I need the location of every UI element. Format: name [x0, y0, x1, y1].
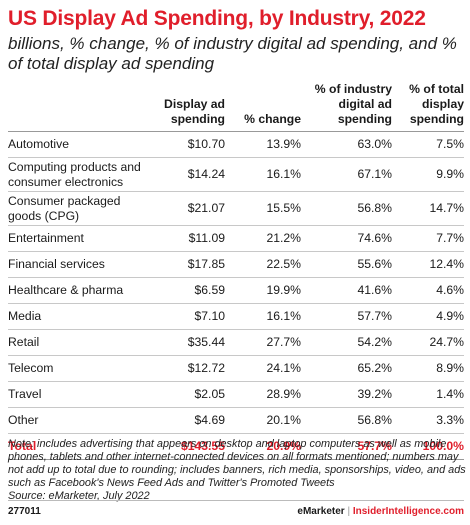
cell-total-share: 7.7%: [392, 225, 464, 252]
total-cell-spending: $143.55: [153, 433, 225, 460]
total-cell-total-share: 100.0%: [392, 433, 464, 460]
footnote: Note: includes advertising that appears …: [8, 438, 466, 503]
cell-total-share: 9.9%: [392, 157, 464, 192]
table-row: Retail $35.44 27.7% 54.2% 24.7%: [8, 329, 464, 356]
brand-emarketer: eMarketer: [297, 506, 345, 517]
cell-total-share: 4.6%: [392, 277, 464, 304]
cell-spending: $7.10: [153, 303, 225, 330]
cell-industry: Computing products and consumer electron…: [8, 157, 153, 192]
cell-total-share: 4.9%: [392, 303, 464, 330]
cell-spending: $12.72: [153, 355, 225, 382]
cell-industry: Telecom: [8, 355, 153, 382]
cell-spending: $6.59: [153, 277, 225, 304]
cell-industry: Retail: [8, 329, 153, 356]
cell-industry: Entertainment: [8, 225, 153, 252]
table-row: Computing products and consumer electron…: [8, 157, 464, 192]
cell-industry: Consumer packaged goods (CPG): [8, 191, 153, 226]
cell-industry-share: 65.2%: [301, 355, 392, 382]
cell-industry-share: 39.2%: [301, 381, 392, 408]
cell-spending: $35.44: [153, 329, 225, 356]
total-cell-industry: Total: [8, 433, 153, 460]
cell-industry-share: 54.2%: [301, 329, 392, 356]
total-cell-change: 20.9%: [225, 433, 301, 460]
table-row: Telecom $12.72 24.1% 65.2% 8.9%: [8, 355, 464, 382]
cell-total-share: 1.4%: [392, 381, 464, 408]
data-table: Display ad spending % change % of indust…: [8, 82, 464, 460]
cell-industry-share: 67.1%: [301, 157, 392, 192]
cell-industry-share: 56.8%: [301, 191, 392, 226]
cell-spending: $17.85: [153, 251, 225, 278]
cell-total-share: 12.4%: [392, 251, 464, 278]
cell-change: 28.9%: [225, 381, 301, 408]
chart-title: US Display Ad Spending, by Industry, 202…: [8, 7, 426, 30]
cell-change: 16.1%: [225, 157, 301, 192]
cell-industry: Financial services: [8, 251, 153, 278]
table-row: Media $7.10 16.1% 57.7% 4.9%: [8, 303, 464, 330]
cell-change: 21.2%: [225, 225, 301, 252]
cell-total-share: 7.5%: [392, 131, 464, 158]
cell-industry: Travel: [8, 381, 153, 408]
cell-industry: Media: [8, 303, 153, 330]
column-header-total-share: % of total display spending: [392, 82, 464, 132]
column-header-industry: [8, 82, 153, 132]
cell-total-share: 14.7%: [392, 191, 464, 226]
table-row: Travel $2.05 28.9% 39.2% 1.4%: [8, 381, 464, 408]
cell-industry: Healthcare & pharma: [8, 277, 153, 304]
cell-change: 19.9%: [225, 277, 301, 304]
cell-total-share: 3.3%: [392, 407, 464, 434]
cell-change: 22.5%: [225, 251, 301, 278]
cell-total-share: 8.9%: [392, 355, 464, 382]
table-row: Other $4.69 20.1% 56.8% 3.3%: [8, 407, 464, 434]
cell-industry-share: 56.8%: [301, 407, 392, 434]
cell-change: 20.1%: [225, 407, 301, 434]
cell-spending: $2.05: [153, 381, 225, 408]
header-row: Display ad spending % change % of indust…: [8, 82, 464, 132]
brand-separator: |: [347, 506, 351, 517]
cell-change: 16.1%: [225, 303, 301, 330]
cell-industry-share: 41.6%: [301, 277, 392, 304]
cell-total-share: 24.7%: [392, 329, 464, 356]
cell-spending: $11.09: [153, 225, 225, 252]
cell-industry-share: 57.7%: [301, 303, 392, 330]
brand: eMarketer | InsiderIntelligence.com: [297, 506, 464, 517]
table-row: Financial services $17.85 22.5% 55.6% 12.4%: [8, 251, 464, 278]
cell-industry: Other: [8, 407, 153, 434]
cell-industry-share: 55.6%: [301, 251, 392, 278]
column-header-spending: Display ad spending: [153, 82, 225, 132]
source-text: Source: eMarketer, July 2022: [8, 490, 150, 502]
cell-change: 13.9%: [225, 131, 301, 158]
cell-industry-share: 63.0%: [301, 131, 392, 158]
cell-industry: Automotive: [8, 131, 153, 158]
footer-divider: [8, 500, 464, 501]
chart-subtitle: billions, % change, % of industry digita…: [8, 34, 457, 73]
table-row: Entertainment $11.09 21.2% 74.6% 7.7%: [8, 225, 464, 252]
cell-change: 27.7%: [225, 329, 301, 356]
table-row: Healthcare & pharma $6.59 19.9% 41.6% 4.6%: [8, 277, 464, 304]
cell-spending: $14.24: [153, 157, 225, 192]
cell-change: 24.1%: [225, 355, 301, 382]
total-cell-industry-share: 57.7%: [301, 433, 392, 460]
total-row: Total $143.55 20.9% 57.7% 100.0%: [8, 433, 464, 460]
table-row: Automotive $10.70 13.9% 63.0% 7.5%: [8, 131, 464, 158]
cell-change: 15.5%: [225, 191, 301, 226]
cell-spending: $4.69: [153, 407, 225, 434]
cell-spending: $10.70: [153, 131, 225, 158]
brand-insider-intelligence: InsiderIntelligence.com: [352, 506, 464, 517]
cell-industry-share: 74.6%: [301, 225, 392, 252]
column-header-change: % change: [225, 82, 301, 132]
cell-spending: $21.07: [153, 191, 225, 226]
table-row: Consumer packaged goods (CPG) $21.07 15.5%…: [8, 191, 464, 226]
column-header-industry-share: % of industry digital ad spending: [301, 82, 392, 132]
note-text: Note: includes advertising that appears …: [8, 438, 466, 489]
chart-id: 277011: [8, 506, 41, 517]
